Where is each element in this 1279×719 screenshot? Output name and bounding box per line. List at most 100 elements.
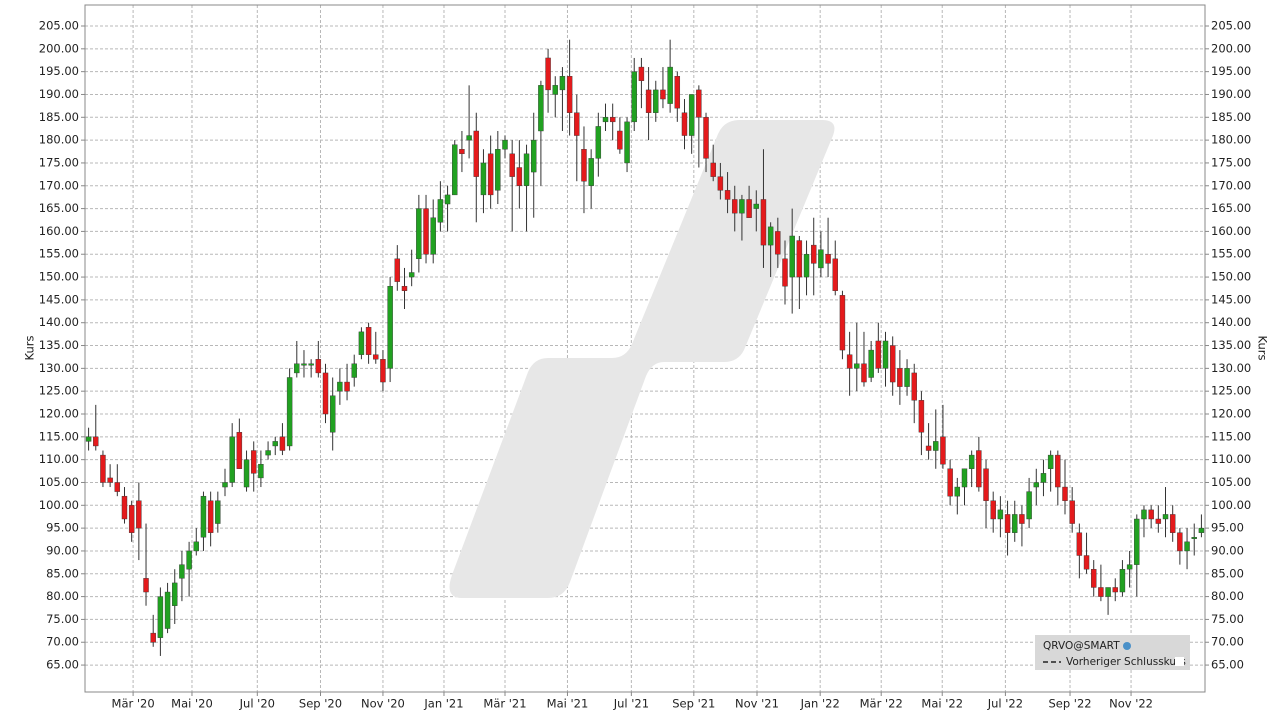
candle-body <box>1076 532 1083 556</box>
candle-body <box>574 112 580 136</box>
y-tick-label: 155.00 <box>39 247 79 261</box>
x-tick-label: Mai '21 <box>547 697 589 711</box>
candle-body <box>444 194 451 205</box>
candle-body <box>430 217 436 255</box>
y-tick-label: 110.00 <box>39 452 79 466</box>
candle-body <box>1148 509 1154 520</box>
candle-body <box>408 272 415 278</box>
candle-body <box>645 89 652 113</box>
candle-body <box>638 66 645 81</box>
candle-body <box>1004 514 1011 533</box>
y-axis-label: Kurs <box>23 336 37 361</box>
candle-body <box>997 509 1004 520</box>
candle-body <box>487 153 494 196</box>
candle-body <box>724 190 731 200</box>
candle-body <box>882 340 889 369</box>
candle-body <box>609 117 616 123</box>
candle-body <box>365 327 372 355</box>
y2-tick-label: 160.00 <box>1211 224 1251 238</box>
legend-box <box>1035 635 1190 670</box>
candle-body <box>495 149 501 191</box>
y2-tick-label: 110.00 <box>1211 452 1251 466</box>
y-tick-label: 130.00 <box>39 361 79 375</box>
candle-body <box>258 464 264 479</box>
candle-body <box>832 258 838 291</box>
y2-tick-label: 150.00 <box>1211 270 1251 284</box>
candle-body <box>1169 514 1176 533</box>
candle-body <box>667 66 673 104</box>
candle-body <box>588 158 594 186</box>
candle-body <box>416 208 422 260</box>
x-tick-label: Nov '20 <box>361 697 405 711</box>
legend-label: QRVO@SMART <box>1043 640 1120 652</box>
candle-body <box>452 144 458 196</box>
y2-axis-label: Kurs <box>1256 336 1270 361</box>
candle-body <box>473 130 479 177</box>
y2-tick-label: 70.00 <box>1211 635 1244 649</box>
candle-body <box>760 199 767 246</box>
candle-body <box>782 258 788 287</box>
candle-body <box>789 235 795 278</box>
candle-body <box>1155 518 1162 524</box>
candle-body <box>107 477 113 483</box>
candle-body <box>294 363 300 374</box>
y2-tick-label: 85.00 <box>1211 566 1244 580</box>
candle-body <box>1012 514 1018 533</box>
y-tick-label: 205.00 <box>39 18 79 32</box>
candle-body <box>186 550 192 570</box>
candle-body <box>337 381 343 392</box>
y-tick-label: 80.00 <box>46 589 79 603</box>
x-tick-label: Mär '22 <box>860 697 903 711</box>
y2-tick-label: 180.00 <box>1211 133 1251 147</box>
candle-body <box>380 359 386 383</box>
candle-body <box>947 468 953 497</box>
candle-body <box>868 349 874 378</box>
candle-body <box>423 208 429 255</box>
y-tick-label: 65.00 <box>46 658 79 672</box>
candle-body <box>502 139 508 150</box>
candle-body <box>1198 527 1205 533</box>
candle-body <box>631 71 637 123</box>
candles <box>85 39 1205 656</box>
x-tick-label: Mär '21 <box>483 697 526 711</box>
x-tick-label: Jan '22 <box>800 697 840 711</box>
candle-body <box>624 121 630 164</box>
candle-body <box>466 135 472 141</box>
legend-checkbox[interactable] <box>1175 657 1184 666</box>
candle-body <box>351 363 357 378</box>
candle-body <box>236 432 243 469</box>
y-tick-label: 120.00 <box>39 407 79 421</box>
candle-body <box>315 359 322 374</box>
candle-body <box>911 372 917 401</box>
y2-tick-label: 135.00 <box>1211 338 1251 352</box>
y-tick-label: 170.00 <box>39 178 79 192</box>
y-tick-label: 165.00 <box>39 201 79 215</box>
y2-tick-label: 175.00 <box>1211 155 1251 169</box>
y-tick-label: 180.00 <box>39 133 79 147</box>
candle-body <box>1019 514 1025 524</box>
y2-tick-label: 185.00 <box>1211 110 1251 124</box>
candle-body <box>1062 486 1068 501</box>
candle-body <box>1083 555 1090 570</box>
candle-body <box>1069 500 1075 524</box>
candle-body <box>308 363 314 366</box>
candle-body <box>976 450 982 488</box>
candle-body <box>552 85 558 95</box>
candle-body <box>732 199 738 214</box>
candle-body <box>523 153 530 186</box>
x-tick-label: Mär '20 <box>112 697 155 711</box>
candle-body <box>157 596 164 638</box>
y-tick-label: 160.00 <box>39 224 79 238</box>
candle-body <box>437 199 444 223</box>
y2-tick-label: 115.00 <box>1211 429 1251 443</box>
candle-body <box>653 89 659 113</box>
candle-body <box>1105 587 1111 597</box>
candle-body <box>387 285 393 369</box>
candle-body <box>193 541 199 552</box>
y-tick-label: 150.00 <box>39 270 79 284</box>
candle-body <box>660 89 666 100</box>
y2-tick-label: 205.00 <box>1211 18 1251 32</box>
y-tick-label: 140.00 <box>39 315 79 329</box>
candle-body <box>121 495 128 520</box>
candle-body <box>854 363 860 369</box>
